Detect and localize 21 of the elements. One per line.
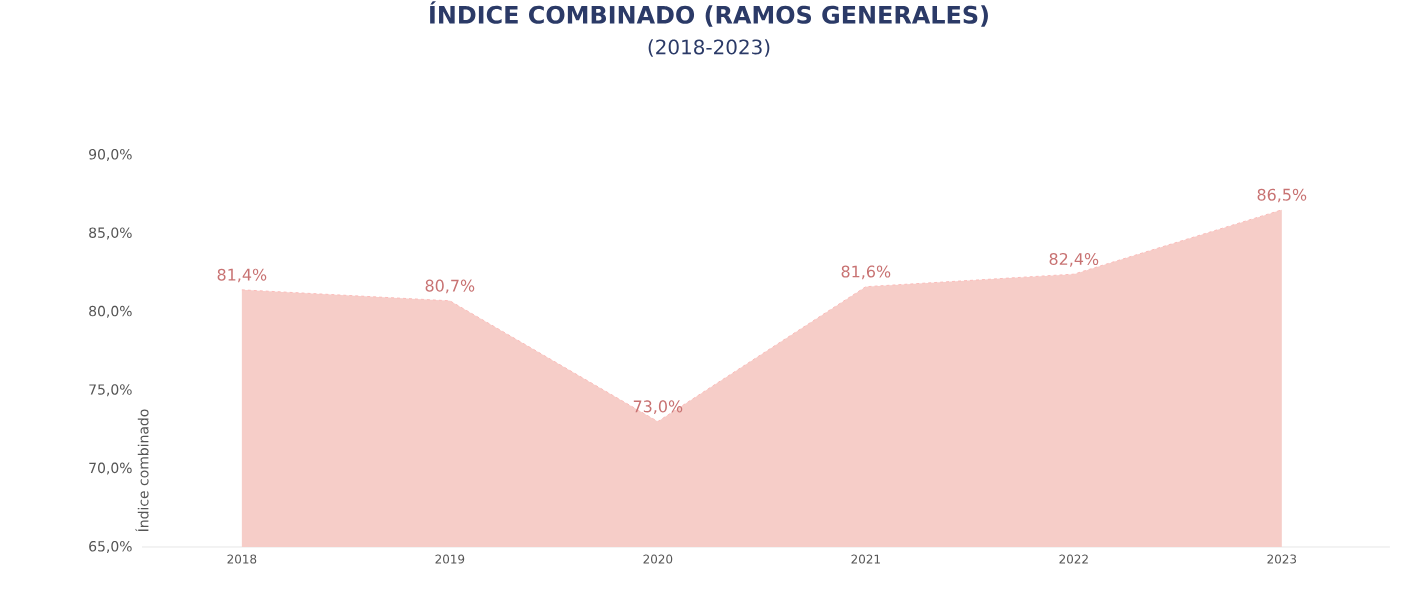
y-tick-label: 90,0% xyxy=(89,148,132,161)
data-label: 80,7% xyxy=(425,279,475,294)
y-axis-title: Índice combinado xyxy=(135,409,149,532)
data-label: 81,4% xyxy=(217,268,267,283)
data-label: 86,5% xyxy=(1257,188,1307,203)
chart-title: ÍNDICE COMBINADO (RAMOS GENERALES) xyxy=(430,1,988,27)
y-tick-label: 85,0% xyxy=(89,227,132,240)
data-label: 73,0% xyxy=(633,400,683,415)
x-tick-label: 2023 xyxy=(1267,554,1297,564)
y-tick-label: 70,0% xyxy=(89,462,132,475)
y-tick-label: 65,0% xyxy=(89,540,132,553)
x-tick-label: 2022 xyxy=(1059,554,1088,564)
x-tick-label: 2021 xyxy=(851,554,880,564)
y-tick-label: 75,0% xyxy=(89,384,132,397)
x-tick-label: 2020 xyxy=(643,554,673,564)
y-tick-label: 80,0% xyxy=(89,305,132,318)
x-tick-label: 2018 xyxy=(227,554,257,564)
data-label: 81,6% xyxy=(841,265,891,280)
x-tick-label: 2019 xyxy=(435,554,465,564)
chart-subtitle: (2018-2023) xyxy=(648,39,770,57)
data-label: 82,4% xyxy=(1049,252,1099,267)
